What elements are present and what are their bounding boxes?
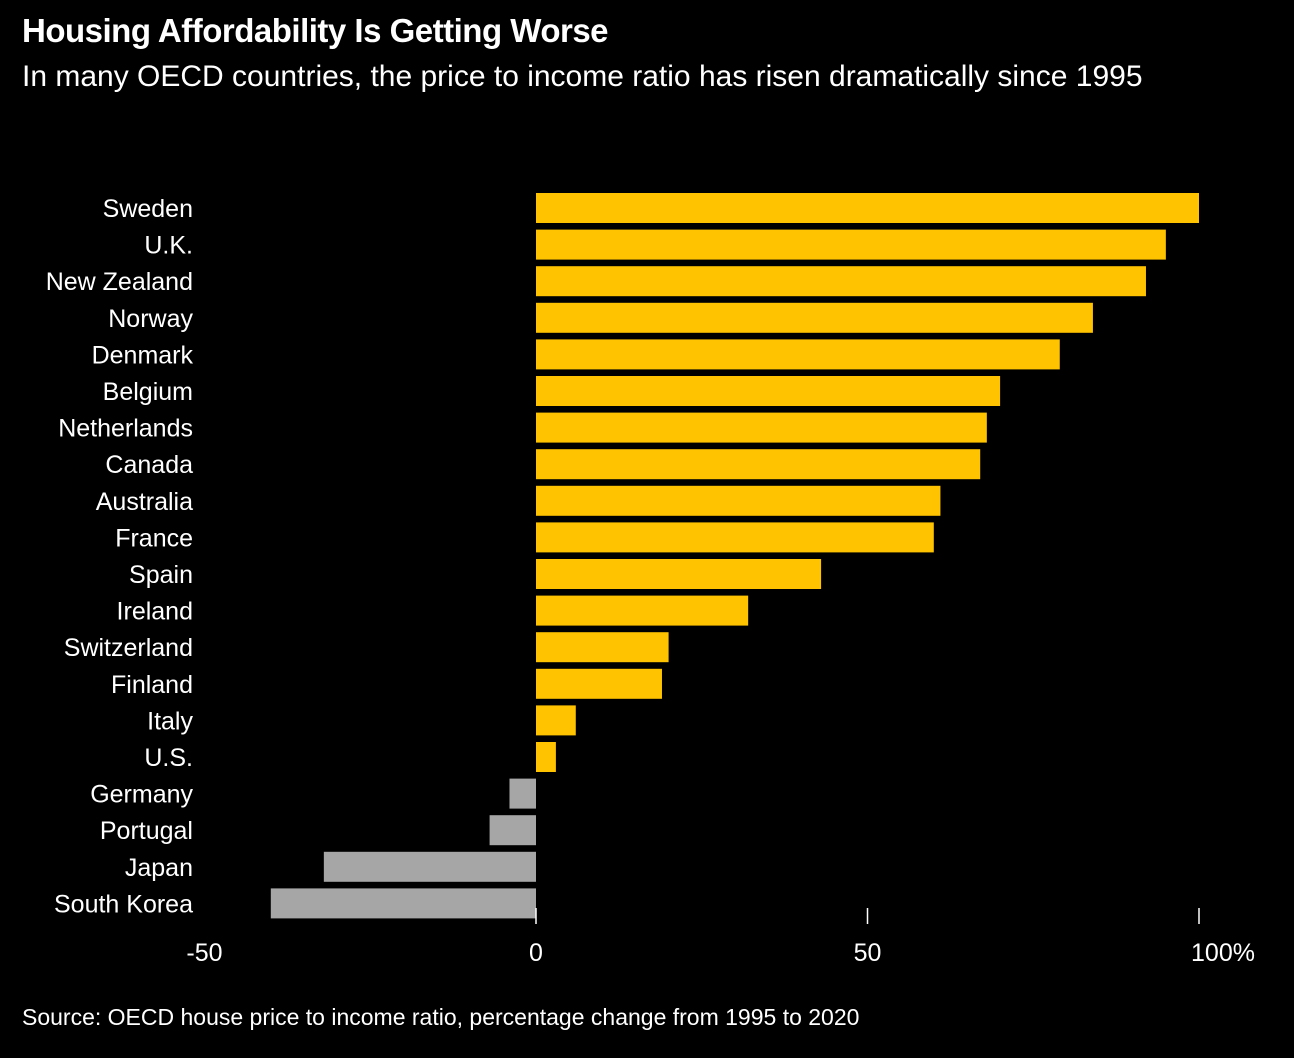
bar-denmark xyxy=(536,339,1060,370)
bar-spain xyxy=(536,559,822,589)
source-note: Source: OECD house price to income ratio… xyxy=(22,1004,860,1030)
bar-ireland xyxy=(536,595,749,626)
bar-switzerland xyxy=(536,632,669,663)
bar-new-zealand xyxy=(536,266,1146,297)
category-labels: Sweden U.K. New Zealand Norway Denmark Belgiu… xyxy=(46,195,194,918)
bar-germany xyxy=(509,778,536,809)
category-label-netherlands: Netherlands xyxy=(58,415,193,443)
bar-portugal xyxy=(489,815,536,846)
bar-japan xyxy=(323,851,536,882)
bar-finland xyxy=(536,668,662,699)
bar-u-s xyxy=(536,742,556,772)
category-label-belgium: Belgium xyxy=(103,378,193,406)
category-label-italy: Italy xyxy=(147,707,193,735)
bar-belgium xyxy=(536,376,1001,406)
category-label-south-korea: South Korea xyxy=(54,890,193,918)
category-label-japan: Japan xyxy=(125,854,193,882)
bar-u-k xyxy=(536,229,1166,260)
category-label-new-zealand: New Zealand xyxy=(46,268,193,296)
category-label-germany: Germany xyxy=(90,781,193,809)
x-tick-label: 0 xyxy=(529,939,543,967)
category-label-canada: Canada xyxy=(105,451,193,479)
category-label-denmark: Denmark xyxy=(92,341,194,369)
category-label-u-s: U.S. xyxy=(144,744,193,772)
category-label-switzerland: Switzerland xyxy=(64,634,193,662)
category-label-finland: Finland xyxy=(111,671,193,699)
chart-title: Housing Affordability Is Getting Worse xyxy=(22,12,609,49)
bar-sweden xyxy=(536,193,1199,223)
category-label-france: France xyxy=(115,524,193,552)
bar-netherlands xyxy=(536,412,987,443)
bar-canada xyxy=(536,449,981,480)
bars xyxy=(270,193,1199,919)
bar-australia xyxy=(536,485,941,516)
x-tick-label: 100% xyxy=(1191,939,1255,967)
category-label-norway: Norway xyxy=(108,305,193,333)
chart-subtitle: In many OECD countries, the price to inc… xyxy=(22,60,1143,93)
bar-france xyxy=(536,522,934,553)
bar-italy xyxy=(536,705,576,736)
category-label-portugal: Portugal xyxy=(100,817,193,845)
category-label-sweden: Sweden xyxy=(103,195,193,223)
category-label-ireland: Ireland xyxy=(117,598,193,626)
x-axis: -50 0 50 100% xyxy=(186,908,1255,967)
x-tick-label: 50 xyxy=(854,939,882,967)
bar-chart: Sweden U.K. New Zealand Norway Denmark Belgiu… xyxy=(46,193,1255,967)
bar-norway xyxy=(536,302,1093,333)
bar-south-korea xyxy=(270,888,536,919)
category-label-australia: Australia xyxy=(96,488,193,516)
category-label-spain: Spain xyxy=(129,561,193,589)
x-tick-label: -50 xyxy=(186,939,222,967)
category-label-u-k: U.K. xyxy=(144,232,193,260)
